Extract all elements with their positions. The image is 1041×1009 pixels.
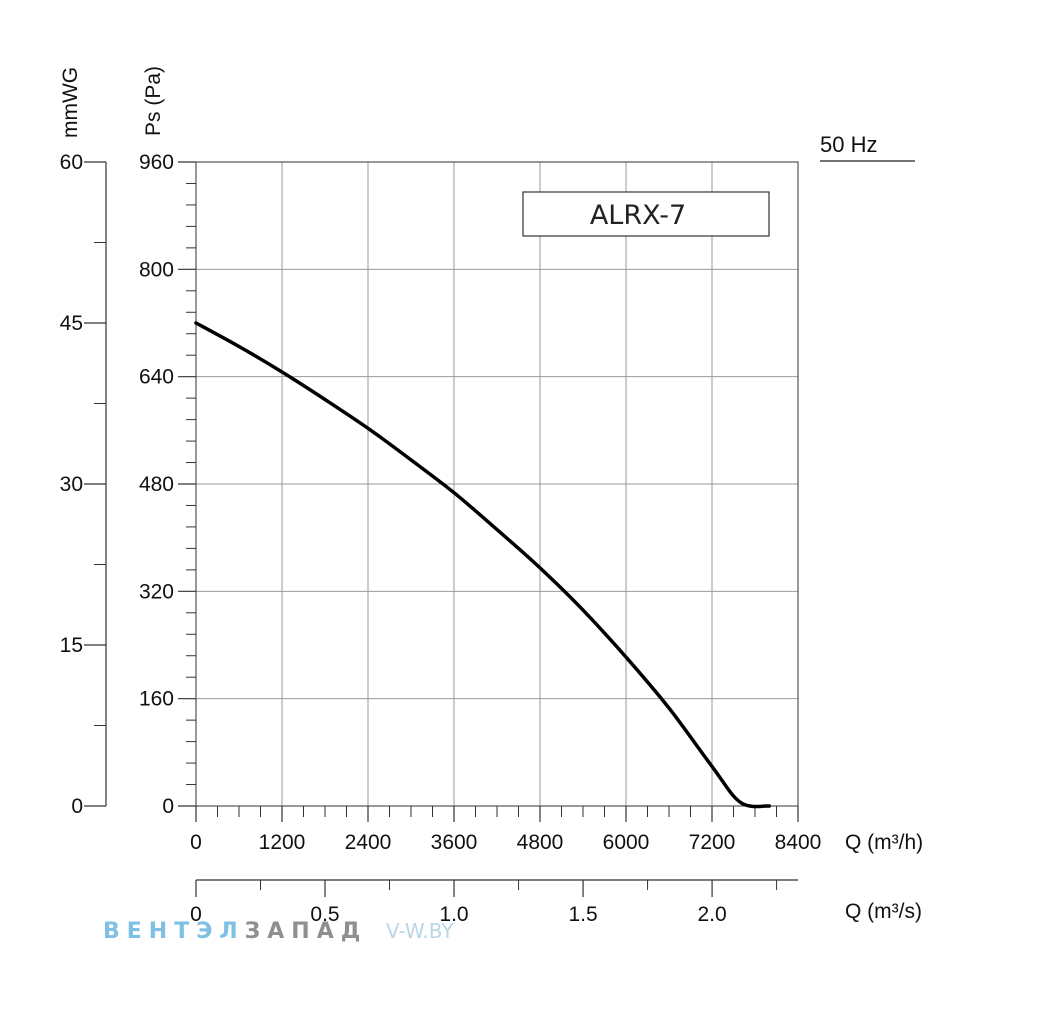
mmwg-tick-label: 45 <box>60 312 83 335</box>
watermark-brand: ВЕНТЭЛЗАПАД <box>103 919 367 944</box>
m3s-tick-label: 0.5 <box>310 903 339 926</box>
tick-labels: 0 160 320 480 640 800 960 0 1200 2400 3600 4800 6000… <box>139 151 821 854</box>
mmwg-axis: 0 15 30 45 60 <box>60 151 107 818</box>
x-tick-label: 1200 <box>259 831 306 854</box>
m3s-tick-label: 1.0 <box>439 903 468 926</box>
y-tick-label: 800 <box>139 258 174 281</box>
m3s-tick-label: 1.5 <box>568 903 597 926</box>
x-tick-label: 4800 <box>517 831 564 854</box>
y-tick-label: 640 <box>139 366 174 389</box>
x-tick-label: 6000 <box>603 831 650 854</box>
m3s-tick-label: 0 <box>190 903 202 926</box>
x-tick-label: 0 <box>190 831 202 854</box>
watermark-site: V-W.BY <box>386 919 454 943</box>
x-axis-secondary-title: Q (m³/s) <box>845 900 922 923</box>
model-label: ALRX-7 <box>590 200 686 231</box>
watermark-part-2: ЗАПАД <box>245 919 368 944</box>
grid <box>196 162 798 806</box>
model-box <box>522 191 770 237</box>
y-tick-label: 160 <box>139 688 174 711</box>
y-axis-title: Ps (Pa) <box>142 66 165 136</box>
axis-ticks <box>178 161 799 822</box>
y-tick-label: 320 <box>139 580 174 603</box>
watermark-part-1: ВЕНТЭЛ <box>103 919 245 944</box>
x-tick-label: 3600 <box>431 831 478 854</box>
frequency-label: 50 Hz <box>820 132 877 157</box>
mmwg-tick-label: 15 <box>60 634 83 657</box>
m3s-tick-label: 2.0 <box>697 903 726 926</box>
x-tick-label: 2400 <box>345 831 392 854</box>
series-line-0 <box>194 321 772 809</box>
mmwg-tick-label: 30 <box>60 473 83 496</box>
y-tick-label: 0 <box>162 795 174 818</box>
x-tick-label: 8400 <box>775 831 822 854</box>
mmwg-tick-label: 60 <box>60 151 83 174</box>
x-tick-label: 7200 <box>689 831 736 854</box>
mmwg-tick-label: 0 <box>71 795 83 818</box>
y-axis-secondary-title: mmWG <box>59 67 82 138</box>
x-axis-title: Q (m³/h) <box>845 831 923 854</box>
y-tick-label: 960 <box>139 151 174 174</box>
m3s-axis: 0 0.5 1.0 1.5 2.0 <box>190 879 798 926</box>
y-tick-label: 480 <box>139 473 174 496</box>
curves <box>194 321 772 809</box>
